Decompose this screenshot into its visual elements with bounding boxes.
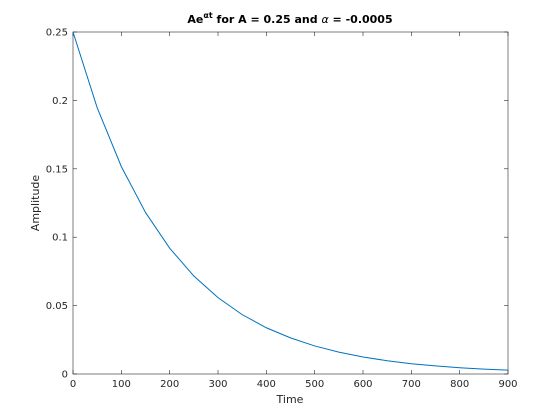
x-tick-label: 0 — [70, 379, 76, 390]
x-tick-label: 400 — [257, 379, 276, 390]
x-axis-label: Time — [276, 393, 304, 406]
y-tick-label: 0.05 — [46, 301, 68, 312]
title-part: = -0.0005 — [329, 13, 393, 26]
plot-frame — [72, 31, 509, 375]
x-tick-label: 300 — [208, 379, 227, 390]
x-tick-label: 700 — [402, 379, 421, 390]
y-tick-label: 0 — [62, 370, 68, 381]
title-part: Ae — [187, 13, 203, 26]
y-tick-label: 0.2 — [52, 96, 68, 107]
chart-title: Aeαt for A = 0.25 and α = -0.0005 — [187, 11, 392, 26]
x-tick-label: 200 — [160, 379, 179, 390]
x-tick-label: 600 — [353, 379, 372, 390]
x-tick-label: 800 — [450, 379, 469, 390]
x-tick-label: 900 — [498, 379, 517, 390]
y-tick-label: 0.15 — [46, 164, 68, 175]
title-symbol: α — [321, 13, 329, 26]
title-part: for A = 0.25 and — [213, 13, 322, 26]
x-tick-label: 100 — [112, 379, 131, 390]
line-series — [72, 31, 509, 371]
x-tick-label: 500 — [305, 379, 324, 390]
title-superscript: αt — [203, 11, 212, 20]
y-tick-label: 0.25 — [46, 28, 68, 39]
y-axis-label: Amplitude — [29, 175, 42, 232]
y-tick-label: 0.1 — [52, 233, 68, 244]
